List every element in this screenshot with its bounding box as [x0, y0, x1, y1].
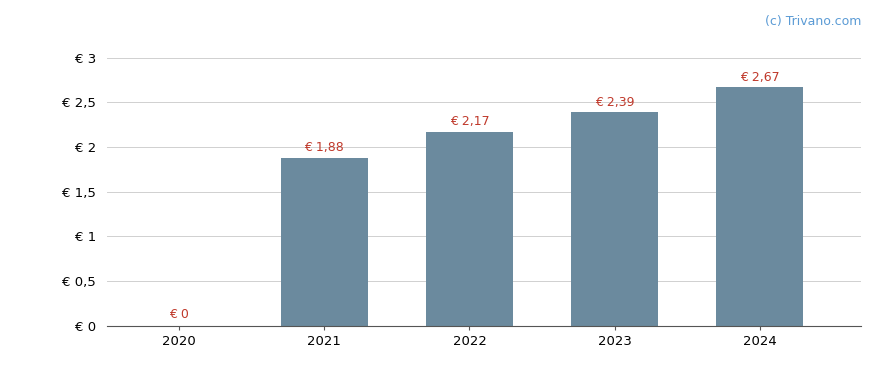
- Bar: [571, 112, 658, 326]
- Bar: [426, 132, 513, 326]
- Text: € 1,88: € 1,88: [305, 141, 345, 154]
- Text: (c) Trivano.com: (c) Trivano.com: [765, 15, 861, 28]
- Text: € 2,39: € 2,39: [595, 96, 634, 109]
- Text: € 2,17: € 2,17: [449, 115, 489, 128]
- Text: € 0: € 0: [170, 308, 189, 321]
- Bar: [717, 87, 804, 326]
- Bar: [281, 158, 368, 326]
- Text: € 2,67: € 2,67: [740, 71, 780, 84]
